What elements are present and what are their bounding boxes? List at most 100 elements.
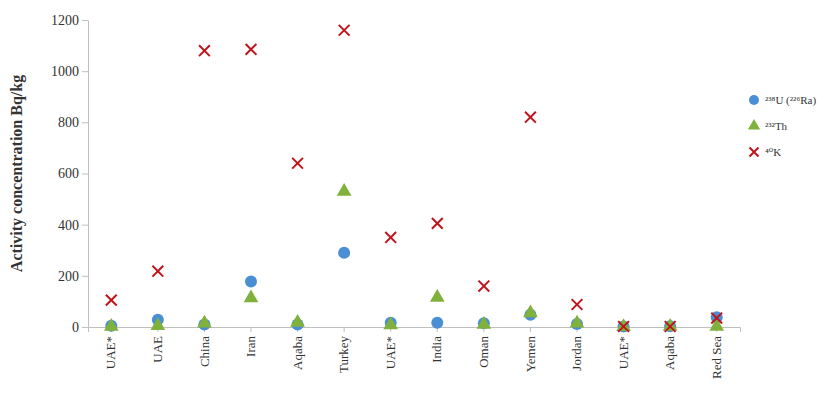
- y-tick-label: 1200: [51, 13, 79, 28]
- point: [430, 289, 445, 302]
- point: [152, 266, 163, 277]
- point: [197, 315, 212, 328]
- x-tick: UAE*: [103, 327, 118, 369]
- point-marker: [292, 158, 303, 169]
- point-marker: [104, 318, 119, 331]
- y-tick-mark: [82, 71, 88, 72]
- y-tick: 1000: [51, 64, 88, 79]
- point-marker: [290, 314, 305, 327]
- plot: 0 200 400 600 800 1000 1200 UAE* UAE China Iran Aqa…: [51, 13, 741, 379]
- x-tick-label: UAE*: [103, 336, 118, 369]
- y-tick-label: 0: [72, 320, 79, 335]
- point: [711, 313, 722, 324]
- point-marker: [431, 317, 443, 329]
- point-marker: [477, 316, 492, 329]
- x-tick-label: Yemen: [523, 336, 538, 373]
- y-tick-mark: [82, 122, 88, 123]
- x-tick: China: [197, 327, 212, 367]
- point-marker: [151, 317, 166, 330]
- y-tick-label: 400: [58, 218, 79, 233]
- y-tick-mark: [82, 276, 88, 277]
- point-marker: [572, 299, 583, 310]
- y-axis-title: Activity concentration Bq/kg: [8, 75, 26, 272]
- legend-marker: [748, 119, 760, 130]
- point: [245, 275, 257, 287]
- point: [246, 44, 257, 55]
- y-tick-label: 200: [58, 269, 79, 284]
- x-tick-label: Aqaba: [290, 336, 305, 370]
- legend-item: ²³⁸U (²²⁶Ra): [749, 94, 816, 107]
- x-tick-mark: [530, 327, 531, 332]
- y-tick-mark: [82, 327, 88, 328]
- point: [244, 290, 259, 303]
- legend-item: ⁴⁰K: [750, 146, 782, 158]
- point: [665, 321, 676, 332]
- point-marker: [339, 25, 350, 36]
- point: [431, 317, 443, 329]
- x-tick-label: China: [197, 336, 212, 367]
- x-tick-label: UAE: [150, 336, 165, 363]
- point-marker: [430, 289, 445, 302]
- point: [338, 247, 350, 259]
- point-marker: [618, 321, 629, 332]
- x-tick: Aqaba: [290, 327, 305, 370]
- point: [385, 232, 396, 243]
- x-axis-line: [89, 328, 741, 333]
- point: [151, 317, 166, 330]
- point-marker: [383, 316, 398, 329]
- y-tick-label: 600: [58, 166, 79, 181]
- point-marker: [106, 295, 117, 306]
- point-marker: [523, 304, 538, 317]
- point: [572, 299, 583, 310]
- y-tick-label: 800: [58, 115, 79, 130]
- point: [663, 318, 678, 331]
- x-tick: Oman: [476, 327, 491, 368]
- point: [339, 25, 350, 36]
- y-tick-mark: [82, 174, 88, 175]
- x-tick: Iran: [243, 327, 258, 357]
- point: [525, 112, 536, 123]
- point: [292, 158, 303, 169]
- point: [616, 318, 631, 331]
- point: [478, 281, 489, 292]
- series: [105, 247, 722, 333]
- y-tick: 600: [58, 166, 88, 181]
- point-marker: [432, 218, 443, 229]
- legend-label: ²³⁸U (²²⁶Ra): [765, 94, 816, 107]
- y-tick-mark: [82, 20, 88, 21]
- point-marker: [711, 313, 722, 324]
- point-marker: [709, 318, 724, 331]
- point-marker: [197, 315, 212, 328]
- point: [432, 218, 443, 229]
- x-tick: UAE*: [616, 327, 631, 369]
- legend-label: ⁴⁰K: [765, 146, 781, 158]
- point-marker: [525, 112, 536, 123]
- x-tick: UAE: [150, 327, 165, 363]
- legend-label: ²³²Th: [765, 120, 788, 132]
- y-axis: 0 200 400 600 800 1000 1200: [51, 13, 89, 335]
- point: [199, 45, 210, 56]
- point: [337, 183, 352, 196]
- y-axis-line: [88, 21, 89, 328]
- point-marker: [337, 183, 352, 196]
- x-tick-mark: [344, 327, 345, 332]
- points: [104, 25, 724, 333]
- point-marker: [245, 275, 257, 287]
- x-tick: Yemen: [523, 327, 538, 372]
- y-tick-mark: [82, 225, 88, 226]
- x-tick: Turkey: [336, 327, 351, 373]
- point-marker: [338, 247, 350, 259]
- legend-marker: [750, 148, 759, 157]
- x-tick: Jordan: [569, 327, 584, 371]
- x-tick: UAE*: [383, 327, 398, 369]
- y-tick: 1200: [51, 13, 88, 28]
- point: [523, 304, 538, 317]
- x-tick-label: Iran: [243, 336, 258, 357]
- point-marker: [385, 232, 396, 243]
- point: [383, 316, 398, 329]
- point: [709, 318, 724, 331]
- x-tick-label: India: [429, 336, 444, 363]
- point: [104, 318, 119, 331]
- y-tick: 800: [58, 115, 88, 130]
- point: [570, 315, 585, 328]
